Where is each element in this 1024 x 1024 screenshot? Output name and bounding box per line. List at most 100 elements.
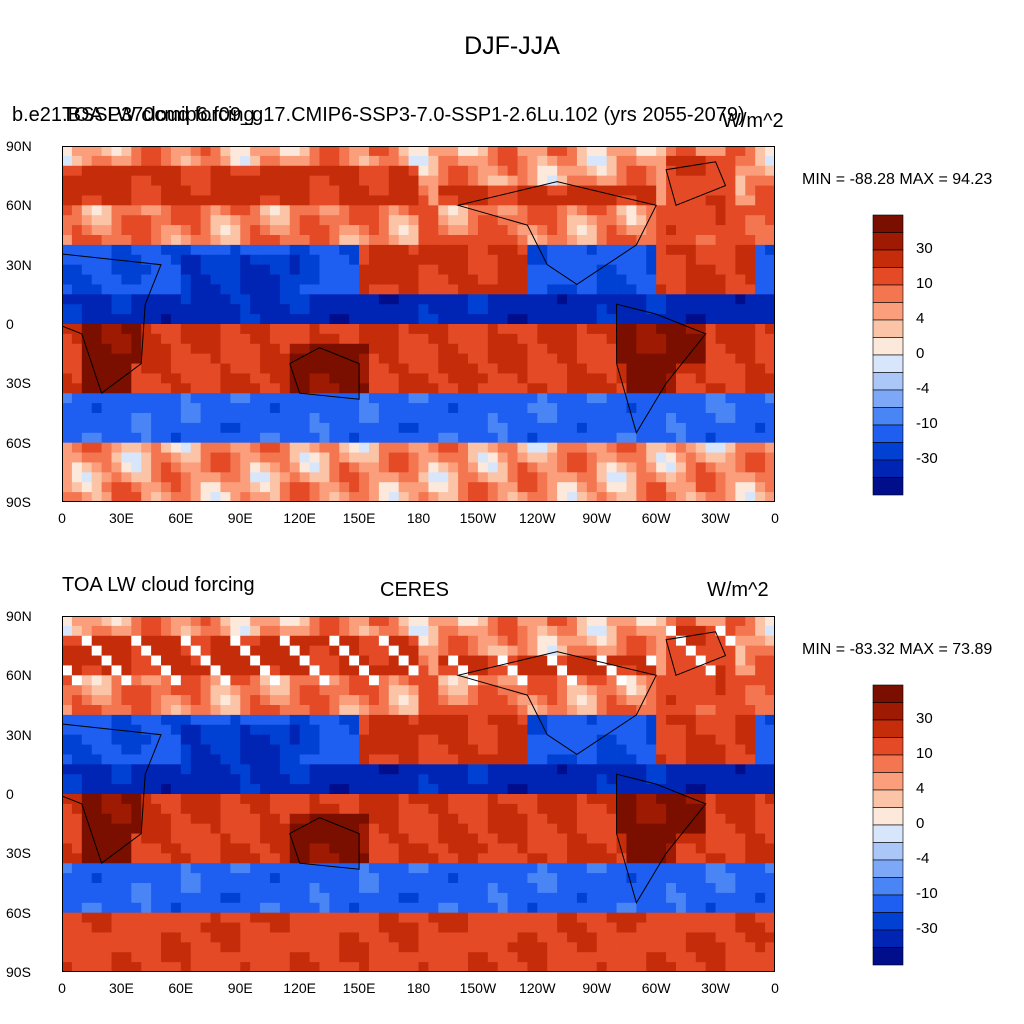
- map-cell: [210, 714, 221, 726]
- map-cell: [200, 462, 211, 473]
- map-cell: [458, 734, 469, 745]
- map-cell: [131, 264, 142, 275]
- map-cell: [656, 482, 667, 493]
- map-cell: [161, 185, 172, 196]
- map-cell: [220, 744, 231, 755]
- map-cell: [666, 284, 677, 295]
- map-cell: [309, 625, 320, 637]
- map-cell: [220, 625, 231, 637]
- map-cell: [220, 705, 231, 716]
- map-cell: [339, 833, 350, 844]
- map-cell: [250, 462, 261, 473]
- map-cell: [190, 146, 202, 157]
- map-cell: [477, 403, 489, 414]
- map-cell: [91, 705, 103, 716]
- map-cell: [675, 492, 687, 502]
- map-cell: [161, 892, 172, 904]
- map-cell: [567, 175, 578, 186]
- map-cell: [418, 254, 429, 266]
- map-cell: [428, 472, 439, 483]
- map-cell: [616, 724, 627, 736]
- map-cell: [250, 274, 261, 285]
- map-cell: [448, 675, 459, 686]
- map-cell: [359, 734, 370, 745]
- map-cell: [675, 843, 687, 854]
- map-cell: [220, 695, 231, 706]
- map-cell: [339, 784, 350, 795]
- map-cell: [71, 902, 83, 914]
- map-cell: [289, 472, 301, 483]
- map-cell: [487, 813, 499, 825]
- map-cell: [309, 284, 320, 295]
- map-cell: [398, 373, 409, 384]
- map-cell: [210, 635, 221, 647]
- map-cell: [101, 185, 112, 196]
- map-cell: [329, 714, 340, 726]
- map-cell: [190, 714, 202, 726]
- map-cell: [101, 625, 112, 637]
- map-cell: [616, 774, 627, 785]
- map-cell: [398, 705, 409, 716]
- map-cell: [101, 294, 112, 305]
- map-cell: [329, 165, 340, 177]
- map-cell: [279, 843, 291, 854]
- map-cell: [497, 314, 509, 325]
- map-cell: [666, 843, 677, 854]
- map-cell: [675, 883, 687, 894]
- map-cell: [685, 432, 697, 444]
- map-cell: [685, 422, 697, 434]
- map-cell: [121, 705, 132, 716]
- map-cell: [200, 413, 211, 424]
- map-cell: [537, 744, 548, 755]
- map-cell: [745, 225, 756, 236]
- map-cell: [428, 264, 439, 275]
- map-cell: [517, 403, 528, 414]
- map-cell: [210, 274, 221, 285]
- map-cell: [596, 215, 608, 226]
- map-cell: [468, 472, 479, 483]
- map-cell: [101, 155, 112, 167]
- map-cell: [458, 155, 469, 167]
- map-cell: [685, 205, 697, 216]
- map-cell: [745, 912, 756, 923]
- map-cell: [685, 635, 697, 647]
- map-cell: [279, 393, 291, 404]
- map-cell: [131, 912, 142, 923]
- map-cell: [695, 155, 707, 167]
- map-cell: [695, 264, 707, 275]
- map-cell: [62, 873, 73, 884]
- map-cell: [161, 254, 172, 266]
- map-cell: [586, 645, 598, 656]
- map-cell: [596, 314, 608, 325]
- map-cell: [477, 284, 489, 295]
- map-cell: [547, 734, 558, 745]
- map-cell: [329, 195, 340, 206]
- map-cell: [675, 353, 687, 364]
- map-cell: [121, 363, 132, 374]
- map-cell: [91, 892, 103, 904]
- map-cell: [487, 616, 499, 627]
- map-cell: [368, 873, 380, 884]
- map-cell: [725, 774, 736, 785]
- map-cell: [705, 413, 716, 424]
- map-cell: [765, 294, 775, 305]
- map-cell: [378, 794, 390, 805]
- map-cell: [755, 492, 766, 502]
- map-cell: [250, 393, 261, 404]
- map-cell: [161, 462, 172, 473]
- map-cell: [260, 225, 271, 236]
- map-cell: [210, 873, 221, 884]
- map-cell: [636, 422, 647, 434]
- map-cell: [279, 304, 291, 315]
- map-cell: [695, 403, 707, 414]
- map-cell: [735, 462, 746, 473]
- map-cell: [250, 472, 261, 483]
- map-cell: [576, 803, 588, 815]
- map-cell: [725, 373, 736, 384]
- map-cell: [547, 714, 558, 726]
- map-cell: [240, 912, 251, 923]
- map-cell: [200, 823, 211, 834]
- map-cell: [418, 492, 429, 502]
- map-cell: [161, 942, 172, 953]
- map-cell: [428, 294, 439, 305]
